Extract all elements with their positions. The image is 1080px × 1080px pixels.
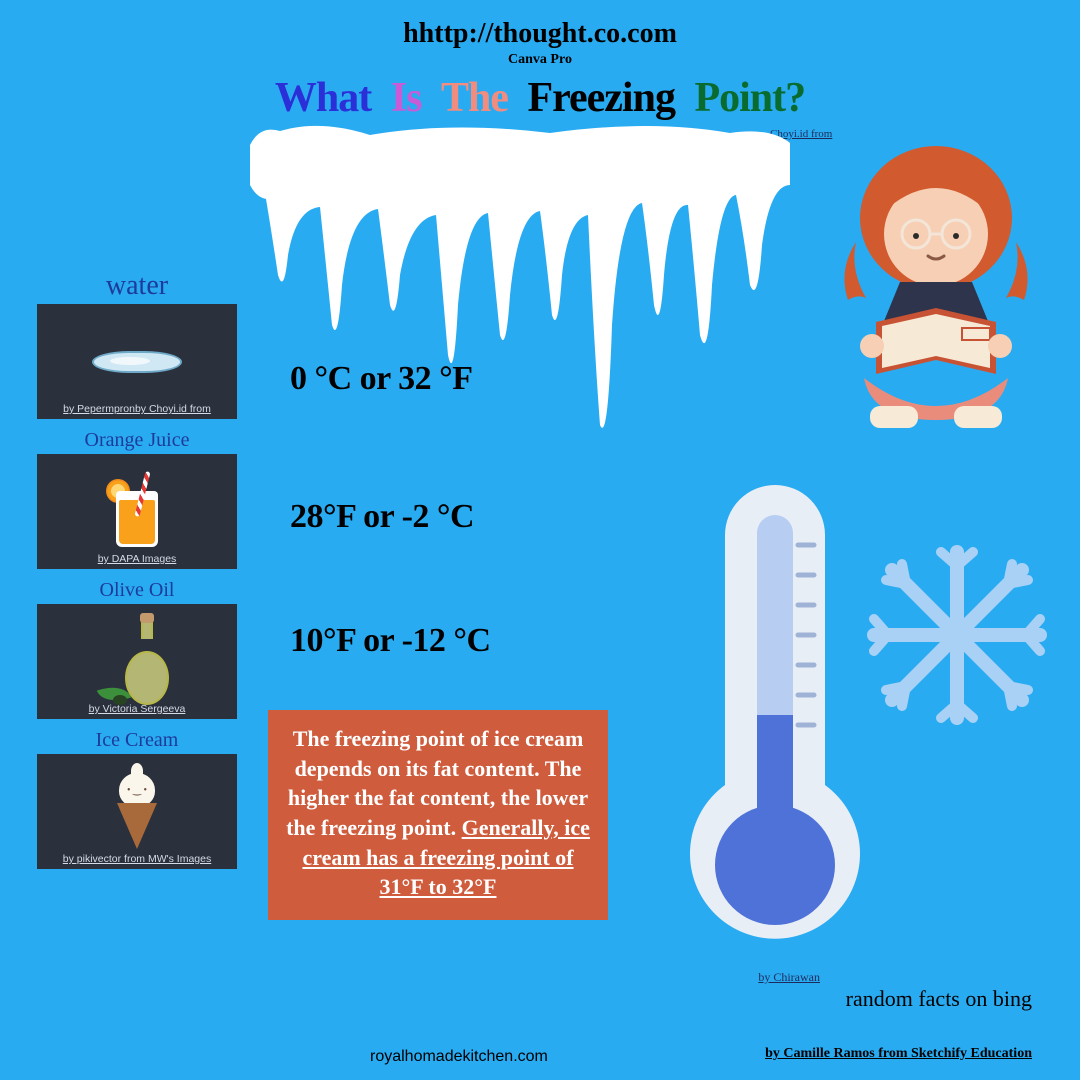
item-label-water: water: [32, 270, 242, 302]
title-word-3: The: [441, 75, 508, 121]
girl-reading-icon: [816, 130, 1056, 450]
title-word-2: Is: [391, 75, 422, 121]
header: hhttp://thought.co.com Canva Pro What Is…: [0, 0, 1080, 122]
temperature-list: 0 °C or 32 °F 28°F or -2 °C 10°F or -12 …: [290, 360, 491, 660]
card-credit: by pikivector from MW's Images: [37, 853, 237, 865]
card-credit: by Pepermpronby Choyi.id from: [37, 403, 237, 415]
temp-water: 0 °C or 32 °F: [290, 360, 491, 398]
thermometer-icon: [680, 475, 870, 975]
title-word-5: Point?: [694, 75, 805, 121]
card-oil: by Victoria Sergeeva: [37, 604, 237, 719]
footer-credit: by Camille Ramos from Sketchify Educatio…: [765, 1046, 1032, 1062]
sidebar: water by Pepermpronby Choyi.id from Oran…: [32, 270, 242, 879]
temp-oil: 10°F or -12 °C: [290, 622, 491, 660]
page-title: What Is The Freezing Point?: [0, 74, 1080, 122]
card-icecream: • ‿ • by pikivector from MW's Images: [37, 754, 237, 869]
list-item: Olive Oil by Victoria Sergeeva: [32, 579, 242, 719]
item-label-oj: Orange Juice: [32, 429, 242, 452]
temp-oj: 28°F or -2 °C: [290, 498, 491, 536]
list-item: Orange Juice by DAPA Images: [32, 429, 242, 569]
footer-facts: random facts on bing: [846, 986, 1032, 1012]
list-item: Ice Cream • ‿ • by pikivector from MW's …: [32, 729, 242, 869]
fact-box: The freezing point of ice cream depends …: [268, 710, 608, 920]
source-url: hhttp://thought.co.com: [0, 18, 1080, 50]
olive-oil-icon: [97, 619, 177, 705]
card-oj: by DAPA Images: [37, 454, 237, 569]
orange-juice-icon: [108, 477, 166, 547]
puddle-icon: [92, 351, 182, 373]
subtitle: Canva Pro: [0, 52, 1080, 68]
list-item: water by Pepermpronby Choyi.id from: [32, 270, 242, 419]
card-water: by Pepermpronby Choyi.id from: [37, 304, 237, 419]
title-word-1: What: [275, 75, 371, 121]
ice-cream-icon: • ‿ •: [113, 773, 161, 851]
footer-site: royalhomadekitchen.com: [370, 1048, 548, 1066]
item-label-oil: Olive Oil: [32, 579, 242, 602]
card-credit: by Victoria Sergeeva: [37, 703, 237, 715]
thermo-credit: by Chirawan: [758, 970, 820, 985]
item-label-icecream: Ice Cream: [32, 729, 242, 752]
snowflake-icon: [862, 540, 1052, 730]
card-credit: by DAPA Images: [37, 553, 237, 565]
title-word-4: Freezing: [527, 75, 675, 121]
